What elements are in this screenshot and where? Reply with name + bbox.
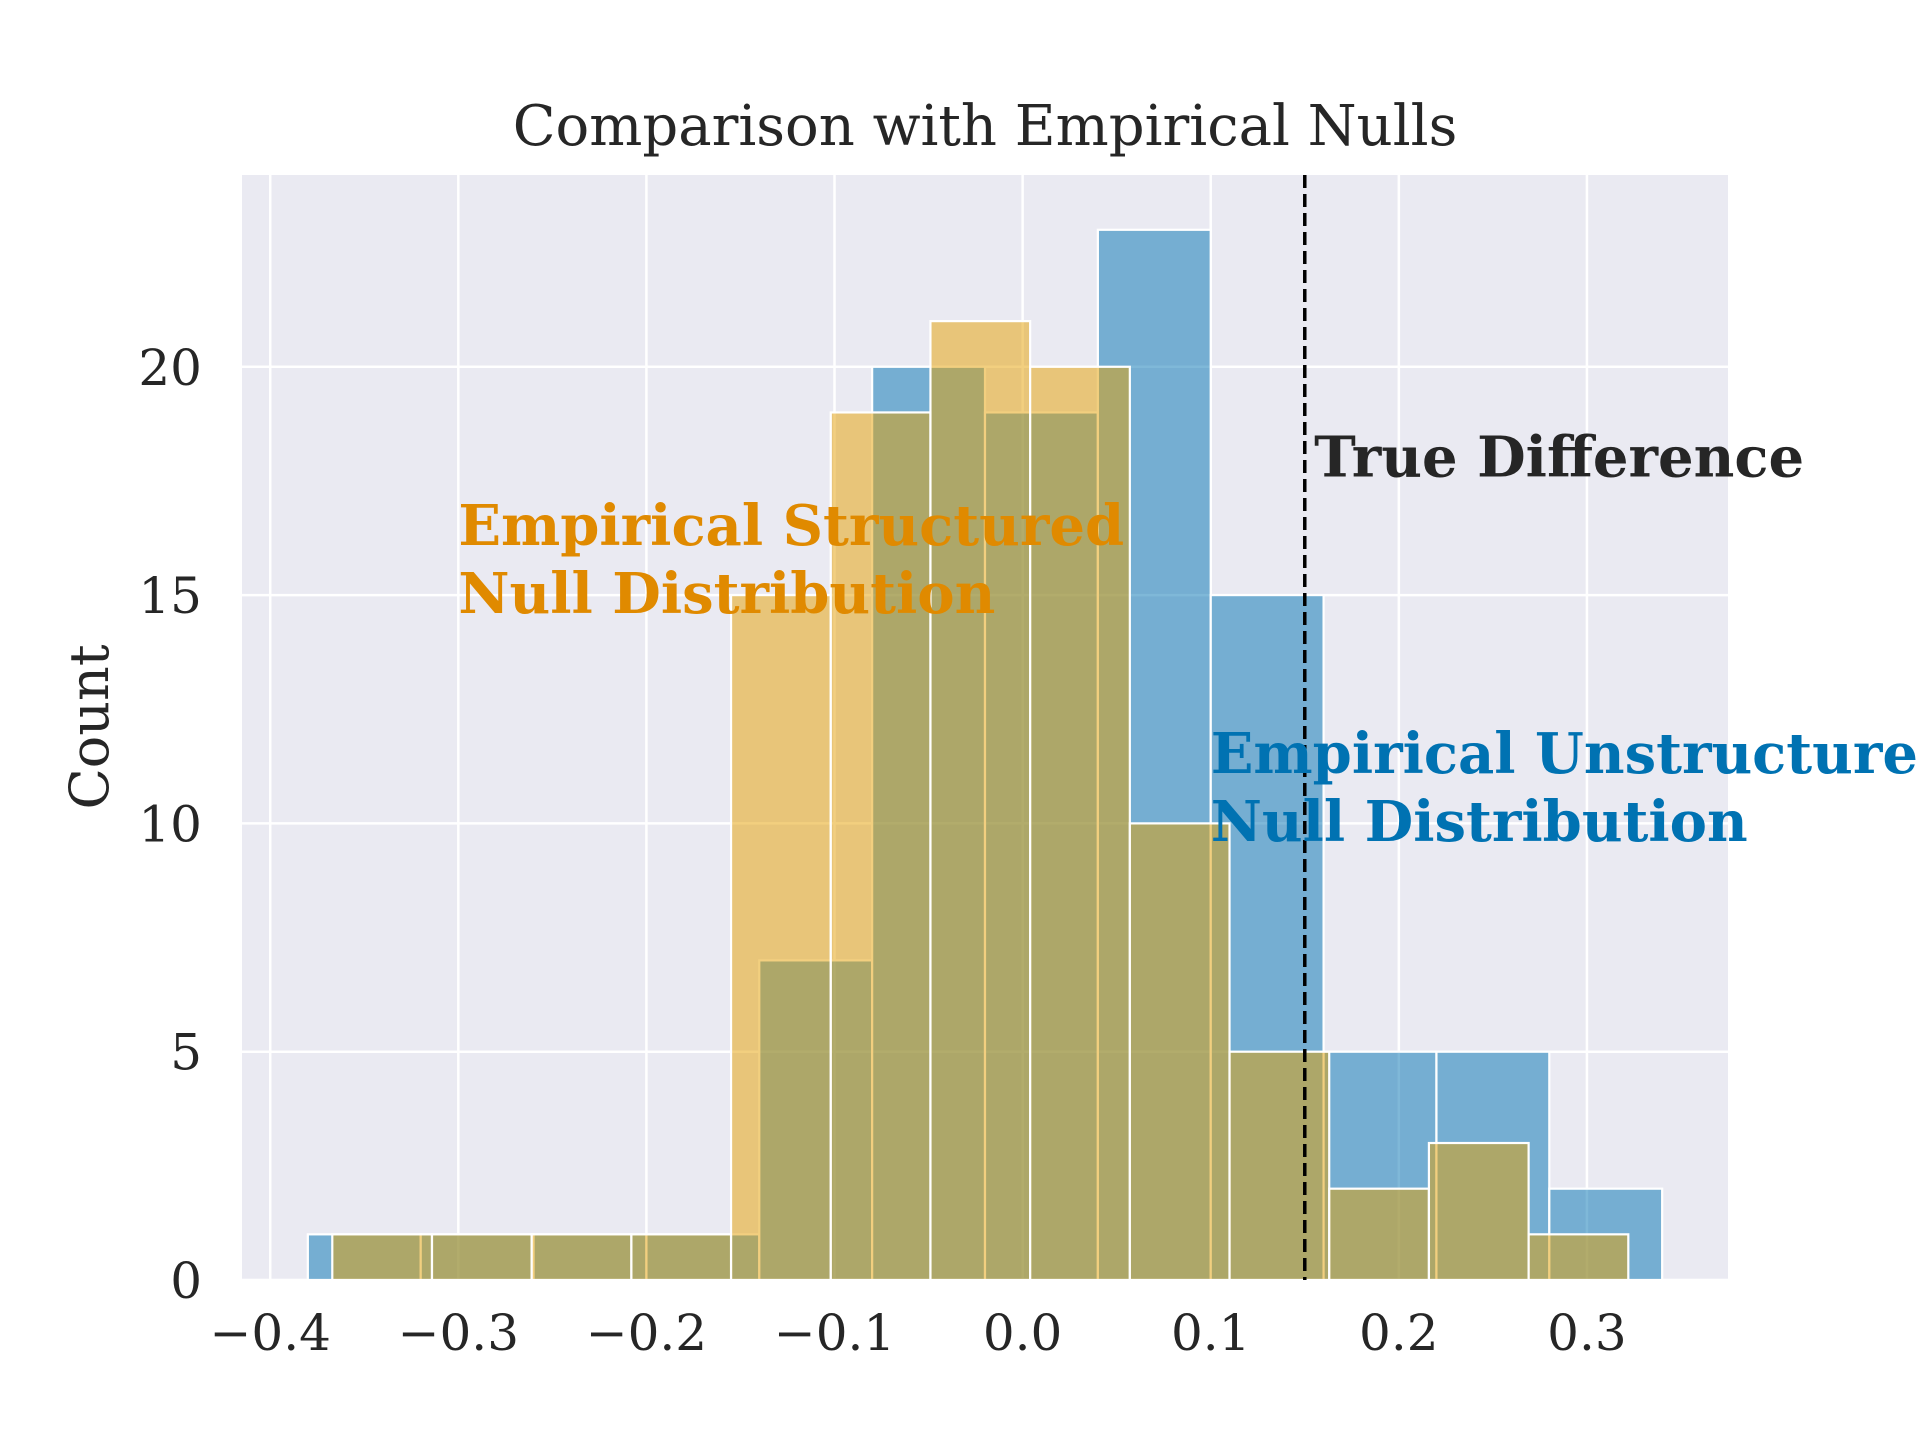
y-tick-label: 10 (138, 795, 202, 853)
x-tick-label: −0.4 (210, 1304, 331, 1362)
histogram-bar-series-1 (530, 1233, 633, 1280)
chart-title: Comparison with Empirical Nulls (513, 94, 1458, 159)
x-tick-label: 0.3 (1547, 1304, 1627, 1362)
annotation-label: Empirical Unstructured Null Distribution (1211, 721, 1920, 855)
histogram-bar-series-1 (1228, 1050, 1331, 1280)
histogram-bar-series-1 (1427, 1141, 1530, 1280)
y-tick-label: 15 (138, 567, 202, 625)
x-tick-label: −0.2 (586, 1304, 707, 1362)
histogram-bar-series-1 (1527, 1233, 1630, 1280)
x-tick-label: 0.1 (1171, 1304, 1251, 1362)
x-tick-label: 0.0 (983, 1304, 1063, 1362)
histogram-bar-series-1 (1128, 822, 1231, 1280)
histogram-bar-series-1 (630, 1233, 733, 1280)
y-axis-label: Count (58, 644, 121, 809)
annotation-label: Empirical Structured Null Distribution (458, 493, 1124, 627)
x-axis-ticks: −0.4 −0.3 −0.2 −0.1 0.0 0.1 0.2 0.3 (210, 1304, 1627, 1362)
annotations: True Difference Empirical Structured Null … (458, 424, 1920, 855)
y-tick-label: 5 (170, 1024, 202, 1082)
histogram-bar-series-1 (1328, 1187, 1431, 1280)
histogram-bar-series-1 (430, 1233, 533, 1280)
histogram-bar-series-1 (729, 593, 832, 1280)
histogram-bar-series-1 (1029, 365, 1131, 1280)
histogram-bar-series-1 (331, 1233, 434, 1280)
histogram-bar-series-1 (929, 320, 1032, 1280)
x-tick-label: 0.2 (1359, 1304, 1439, 1362)
x-tick-label: −0.1 (774, 1304, 895, 1362)
x-tick-label: −0.3 (398, 1304, 519, 1362)
y-axis-ticks: 0 5 10 15 20 (138, 339, 202, 1310)
y-tick-label: 0 (170, 1252, 202, 1310)
annotation-label: True Difference (1314, 424, 1804, 490)
y-tick-label: 20 (138, 339, 202, 397)
